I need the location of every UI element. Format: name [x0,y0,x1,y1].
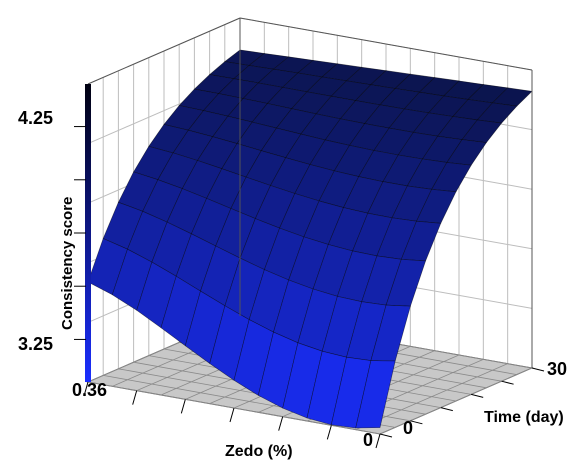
x-tick-label-start: 0.36 [72,380,107,400]
y-tick-label-start: 0 [403,418,413,438]
x-tick [180,399,186,414]
y-tick [379,433,393,438]
surface-mesh [87,49,533,429]
x-tick [132,390,138,405]
y-tick [410,420,423,425]
frame-edge [239,17,533,71]
y-tick [501,380,514,385]
x-tick [375,433,381,449]
color-bar-fill [85,84,91,382]
y-axis-label: Time (day) [484,409,564,426]
x-tick [326,425,332,440]
z-tick-label-high: 4.25 [18,108,53,128]
z-tick-label-low: 3.25 [18,334,53,354]
x-tick-label-end: 0 [363,430,373,450]
y-tick [471,393,484,398]
x-tick [229,407,235,423]
y-tick-label-end: 30 [547,359,567,379]
x-tick [83,381,89,397]
frame-edge [87,17,241,85]
axis-ticks [74,126,545,449]
color-bar [85,84,91,382]
x-tick [278,416,284,431]
surface-patch [355,360,396,429]
y-tick [440,407,453,412]
y-tick [531,367,545,372]
z-axis-label: Consistency score [59,197,76,330]
x-axis-label: Zedo (%) [225,443,293,460]
